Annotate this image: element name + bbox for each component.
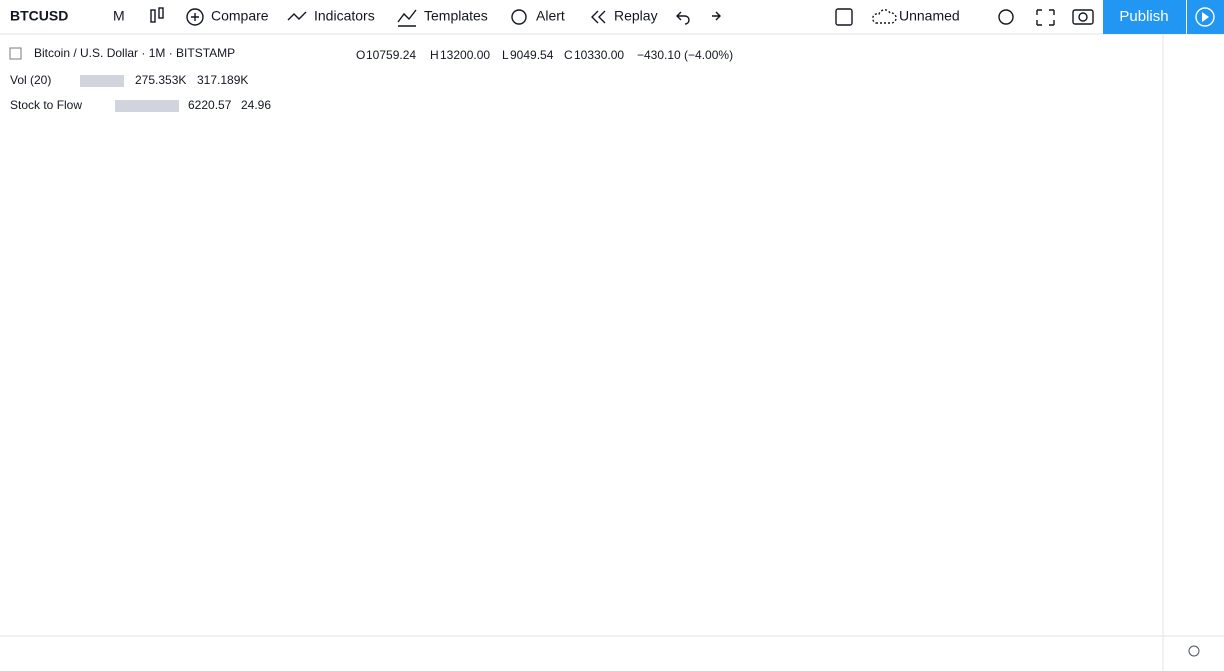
replay-button[interactable]: Replay <box>614 8 658 24</box>
toolbar <box>0 0 1224 34</box>
c-label: C <box>564 48 573 62</box>
indicators-icon[interactable] <box>287 11 307 21</box>
o-value: 10759.24 <box>366 48 416 62</box>
publish-label: Publish <box>1119 8 1168 25</box>
settings-icon[interactable] <box>998 9 1014 25</box>
play-triangle <box>1202 12 1209 22</box>
vol-value: 275.353K <box>135 73 186 87</box>
vol-name[interactable]: Vol (20) <box>10 73 51 87</box>
h-label: H <box>430 48 439 62</box>
compare-icon[interactable] <box>186 8 204 26</box>
templates-button[interactable]: Templates <box>424 8 488 24</box>
compare-button[interactable]: Compare <box>211 8 269 24</box>
redo[interactable] <box>712 11 721 21</box>
h-value: 13200.00 <box>440 48 490 62</box>
s2f-controls[interactable] <box>115 100 179 112</box>
plus <box>191 13 199 21</box>
play-icon <box>1195 7 1215 27</box>
layout-name[interactable]: Unnamed <box>899 8 960 24</box>
publish-button[interactable] <box>1103 0 1186 34</box>
cloud-icon[interactable] <box>872 9 897 24</box>
replay-icon[interactable] <box>591 10 606 24</box>
change: −430.10 (−4.00%) <box>637 48 733 62</box>
s2f-value: 6220.57 <box>188 98 232 112</box>
vol-controls[interactable] <box>80 75 124 87</box>
fullscreen-icon[interactable] <box>1036 9 1055 26</box>
candle-icon[interactable] <box>150 7 164 23</box>
l-label: L <box>502 48 509 62</box>
s2f-name[interactable]: Stock to Flow <box>10 98 82 112</box>
vol-ma: 317.189K <box>197 73 248 87</box>
undo[interactable] <box>676 11 690 25</box>
interval[interactable]: M <box>113 8 125 24</box>
select-box[interactable] <box>835 8 853 26</box>
alert-icon[interactable] <box>511 9 527 25</box>
snapshot-icon[interactable] <box>1072 9 1094 25</box>
o-label: O <box>356 48 365 62</box>
templates-icon[interactable] <box>397 9 417 27</box>
indicators-button[interactable]: Indicators <box>314 8 375 24</box>
c-value: 10330.00 <box>574 48 624 62</box>
axis-settings[interactable] <box>1188 645 1200 657</box>
alert-button[interactable]: Alert <box>536 8 565 24</box>
legend: Bitcoin / U.S. Dollar · 1M · BITSTAMP O … <box>9 46 733 112</box>
l-value: 9049.54 <box>510 48 554 62</box>
lens <box>1078 12 1088 22</box>
collapse-icon[interactable] <box>9 47 22 60</box>
series-title: Bitcoin / U.S. Dollar · 1M · BITSTAMP <box>34 46 235 60</box>
s2f-ratio: 24.96 <box>241 98 271 112</box>
symbol[interactable]: BTCUSD <box>10 8 68 24</box>
